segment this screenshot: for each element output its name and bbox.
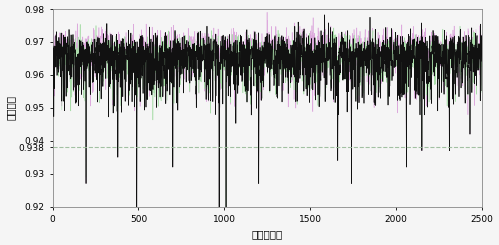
X-axis label: 图像帧序号: 图像帧序号 (251, 230, 283, 239)
Y-axis label: 巴氏距离: 巴氏距离 (5, 95, 15, 120)
